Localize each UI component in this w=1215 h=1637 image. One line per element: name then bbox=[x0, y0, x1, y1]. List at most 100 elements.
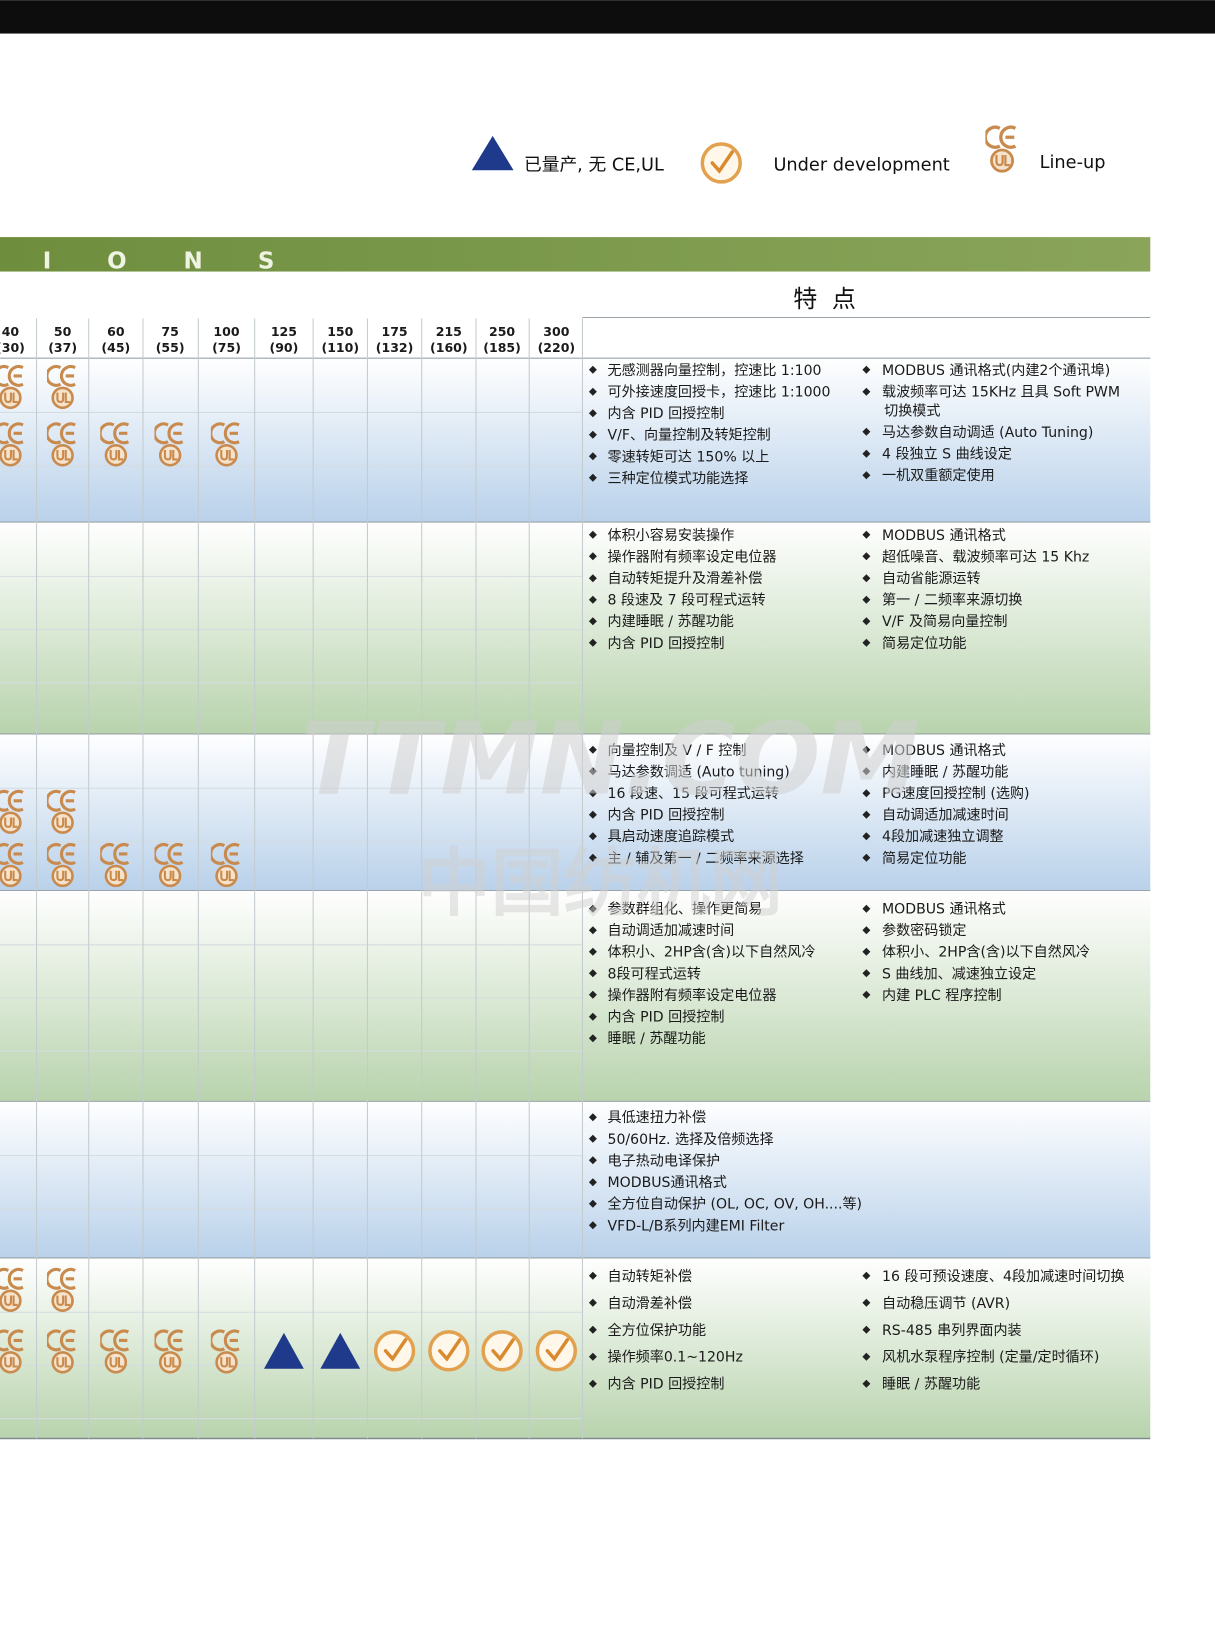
bullet: ◆ bbox=[589, 1032, 597, 1044]
feature-text: 自动转矩提升及滑差补偿 bbox=[608, 570, 763, 587]
bullet: ◆ bbox=[589, 1270, 597, 1282]
feature-text: 内建睡眠 / 苏醒功能 bbox=[608, 614, 734, 630]
bullet: ◆ bbox=[862, 787, 870, 799]
bullet: ◆ bbox=[862, 902, 870, 914]
column-hp: 40 bbox=[2, 324, 20, 339]
feature-text: 内含 PID 回授控制 bbox=[608, 1377, 725, 1393]
bullet: ◆ bbox=[589, 1297, 597, 1309]
bullet: ◆ bbox=[589, 1219, 597, 1231]
dev-icon bbox=[428, 1330, 470, 1372]
feature-text: 8 段速及 7 段可程式运转 bbox=[608, 593, 766, 609]
feature-text: 内含 PID 回授控制 bbox=[608, 808, 725, 824]
feature-text: PG速度回授控制 (选购) bbox=[882, 786, 1029, 802]
feature-text: MODBUS 通讯格式 bbox=[882, 901, 1006, 917]
column-hp: 215 bbox=[436, 324, 462, 339]
bullet: ◆ bbox=[589, 808, 597, 820]
bullet: ◆ bbox=[589, 615, 597, 627]
feature-text: 一机双重额定使用 bbox=[882, 467, 995, 484]
feature-text: 零速转矩可达 150% 以上 bbox=[608, 449, 770, 465]
bullet: ◆ bbox=[862, 426, 870, 438]
bullet: ◆ bbox=[862, 447, 870, 459]
feature-text: 超低噪音、载波频率可达 15 Khz bbox=[882, 548, 1089, 565]
section-bg bbox=[0, 1101, 1151, 1258]
bullet: ◆ bbox=[589, 852, 597, 864]
bullet: ◆ bbox=[589, 472, 597, 484]
column-kw: (75) bbox=[212, 340, 241, 355]
column-kw: (45) bbox=[101, 340, 130, 355]
feature-text: S 曲线加、减速独立设定 bbox=[882, 966, 1036, 982]
bullet: ◆ bbox=[589, 1010, 597, 1022]
feature-text: 具启动速度追踪模式 bbox=[608, 829, 735, 845]
bullet: ◆ bbox=[862, 744, 870, 756]
feature-text: 8段可程式运转 bbox=[608, 966, 701, 982]
feature-text: MODBUS 通讯格式 bbox=[882, 743, 1006, 759]
feature-text: 切换模式 bbox=[884, 402, 940, 419]
banner bbox=[0, 237, 1151, 272]
feature-text: 主 / 辅及第一 / 二频率来源选择 bbox=[608, 850, 804, 867]
bullet: ◆ bbox=[589, 550, 597, 562]
bullet: ◆ bbox=[862, 593, 870, 605]
bullet: ◆ bbox=[862, 924, 870, 936]
bullet: ◆ bbox=[862, 469, 870, 481]
banner-letter: S bbox=[258, 248, 275, 274]
bullet: ◆ bbox=[862, 550, 870, 562]
feature-text: V/F、向量控制及转矩控制 bbox=[608, 428, 771, 444]
bullet: ◆ bbox=[862, 1270, 870, 1282]
column-hp: 60 bbox=[107, 324, 125, 339]
feature-text: 操作器附有频率设定电位器 bbox=[608, 548, 777, 565]
bullet: ◆ bbox=[589, 787, 597, 799]
bullet: ◆ bbox=[862, 852, 870, 864]
feature-text: 载波频率可达 15KHz 且具 Soft PWM bbox=[882, 383, 1120, 400]
bullet: ◆ bbox=[862, 1324, 870, 1336]
bullet: ◆ bbox=[862, 808, 870, 820]
bullet: ◆ bbox=[862, 1297, 870, 1309]
feature-text: VFD-L/B系列内建EMI Filter bbox=[608, 1218, 785, 1234]
feature-text: 16 段速、15 段可程式运转 bbox=[608, 786, 779, 802]
feature-text: 马达参数自动调适 (Auto Tuning) bbox=[882, 424, 1093, 441]
bullet: ◆ bbox=[862, 830, 870, 842]
column-kw: (55) bbox=[156, 340, 185, 355]
feature-text: 内建睡眠 / 苏醒功能 bbox=[882, 764, 1008, 780]
column-kw: (185) bbox=[483, 340, 521, 355]
bullet: ◆ bbox=[589, 1197, 597, 1209]
feature-text: 50/60Hz. 选择及倍频选择 bbox=[608, 1132, 774, 1148]
legend-text: Line-up bbox=[1040, 153, 1106, 173]
section-bg bbox=[0, 733, 1151, 891]
legend-text: 已量产, 无 CE,UL bbox=[524, 154, 664, 175]
dev-icon bbox=[373, 1330, 416, 1372]
column-hp: 125 bbox=[271, 324, 297, 339]
bullet: ◆ bbox=[589, 529, 597, 541]
column-hp: 100 bbox=[213, 324, 239, 339]
column-hp: 50 bbox=[54, 324, 72, 339]
bullet: ◆ bbox=[589, 924, 597, 936]
feature-text: 体积小、2HP含(含)以下自然风冷 bbox=[608, 944, 816, 961]
feature-text: 可外接速度回授卡，控速比 1:1000 bbox=[608, 383, 831, 400]
bullet: ◆ bbox=[589, 428, 597, 440]
feature-text: MODBUS 通讯格式(内建2个通讯埠) bbox=[882, 362, 1110, 379]
column-kw: (110) bbox=[321, 340, 359, 355]
column-kw: (220) bbox=[538, 340, 576, 355]
legend-dev-icon bbox=[700, 142, 742, 184]
feature-text: 睡眠 / 苏醒功能 bbox=[608, 1031, 706, 1047]
feature-text: 内含 PID 回授控制 bbox=[608, 636, 725, 652]
legend-triangle bbox=[471, 135, 514, 171]
bullet: ◆ bbox=[589, 744, 597, 756]
bullet: ◆ bbox=[862, 572, 870, 584]
column-hp: 175 bbox=[381, 324, 407, 339]
bullet: ◆ bbox=[589, 765, 597, 777]
legend-ce-icon bbox=[985, 125, 1018, 173]
feature-text: 自动转矩补偿 bbox=[608, 1269, 692, 1285]
feature-text: 体积小、2HP含(含)以下自然风冷 bbox=[882, 944, 1090, 961]
feature-text: 向量控制及 V / F 控制 bbox=[608, 743, 747, 759]
feature-text: RS-485 串列界面内装 bbox=[882, 1323, 1022, 1339]
column-hp: 250 bbox=[489, 324, 515, 339]
bullet: ◆ bbox=[862, 967, 870, 979]
bullet: ◆ bbox=[589, 572, 597, 584]
feature-text: 内含 PID 回授控制 bbox=[608, 1010, 725, 1026]
feature-text: 第一 / 二频率来源切换 bbox=[882, 592, 1022, 609]
bullet: ◆ bbox=[589, 593, 597, 605]
top-band bbox=[0, 0, 1215, 34]
feature-text: 4 段独立 S 曲线设定 bbox=[882, 446, 1012, 462]
bullet: ◆ bbox=[589, 967, 597, 979]
column-hp: 300 bbox=[543, 324, 569, 339]
